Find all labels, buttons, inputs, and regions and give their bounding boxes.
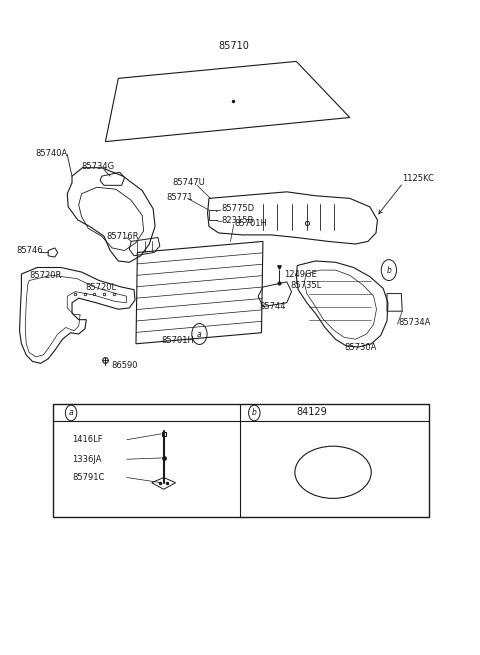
Text: 85747U: 85747U	[172, 178, 205, 187]
Text: 85716R: 85716R	[107, 232, 139, 240]
Text: a: a	[197, 329, 202, 339]
Text: 85701H: 85701H	[162, 336, 194, 345]
Text: 85734A: 85734A	[398, 318, 431, 327]
Text: 85730A: 85730A	[344, 343, 376, 352]
Text: 85744: 85744	[259, 302, 286, 311]
Text: 85771: 85771	[166, 193, 192, 202]
Text: 84129: 84129	[296, 407, 327, 417]
Text: b: b	[252, 409, 257, 417]
Text: b: b	[386, 266, 391, 274]
Text: 85775D: 85775D	[221, 204, 254, 214]
Text: 86590: 86590	[111, 361, 138, 370]
Text: 85740A: 85740A	[36, 149, 68, 158]
Text: 85735L: 85735L	[290, 280, 321, 290]
Text: a: a	[69, 409, 73, 417]
Text: 1125KC: 1125KC	[402, 174, 434, 183]
Text: 85720L: 85720L	[85, 282, 116, 291]
Text: 1336JA: 1336JA	[72, 455, 101, 464]
Text: 85746: 85746	[17, 246, 43, 255]
Text: 85791C: 85791C	[72, 473, 104, 482]
Text: 1416LF: 1416LF	[72, 435, 103, 444]
Text: 85710: 85710	[218, 41, 249, 50]
Text: 85720R: 85720R	[29, 271, 61, 280]
Text: 85734G: 85734G	[82, 162, 115, 171]
Text: 82315B: 82315B	[222, 216, 254, 225]
Text: 1249GE: 1249GE	[284, 269, 317, 278]
Text: 85701H: 85701H	[234, 219, 267, 228]
